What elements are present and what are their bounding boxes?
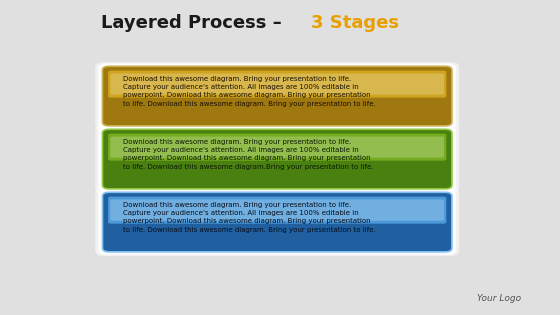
Text: Download this awesome diagram. Bring your presentation to life.
Capture your aud: Download this awesome diagram. Bring you… bbox=[123, 139, 374, 169]
FancyBboxPatch shape bbox=[108, 134, 446, 161]
FancyBboxPatch shape bbox=[102, 66, 452, 126]
FancyBboxPatch shape bbox=[108, 71, 446, 98]
FancyBboxPatch shape bbox=[95, 62, 459, 130]
Text: Layered Process –: Layered Process – bbox=[101, 14, 288, 32]
FancyBboxPatch shape bbox=[95, 188, 459, 256]
Text: Download this awesome diagram. Bring your presentation to life.
Capture your aud: Download this awesome diagram. Bring you… bbox=[123, 202, 376, 232]
Text: Download this awesome diagram. Bring your presentation to life.
Capture your aud: Download this awesome diagram. Bring you… bbox=[123, 76, 376, 106]
FancyBboxPatch shape bbox=[108, 197, 446, 224]
FancyBboxPatch shape bbox=[110, 136, 444, 158]
FancyBboxPatch shape bbox=[99, 128, 455, 191]
FancyBboxPatch shape bbox=[102, 129, 452, 189]
FancyBboxPatch shape bbox=[99, 65, 455, 128]
Text: 3 Stages: 3 Stages bbox=[311, 14, 399, 32]
FancyBboxPatch shape bbox=[95, 125, 459, 193]
FancyBboxPatch shape bbox=[110, 73, 444, 95]
Text: Your Logo: Your Logo bbox=[477, 294, 521, 303]
FancyBboxPatch shape bbox=[99, 190, 455, 254]
FancyBboxPatch shape bbox=[102, 192, 452, 252]
FancyBboxPatch shape bbox=[110, 199, 444, 221]
